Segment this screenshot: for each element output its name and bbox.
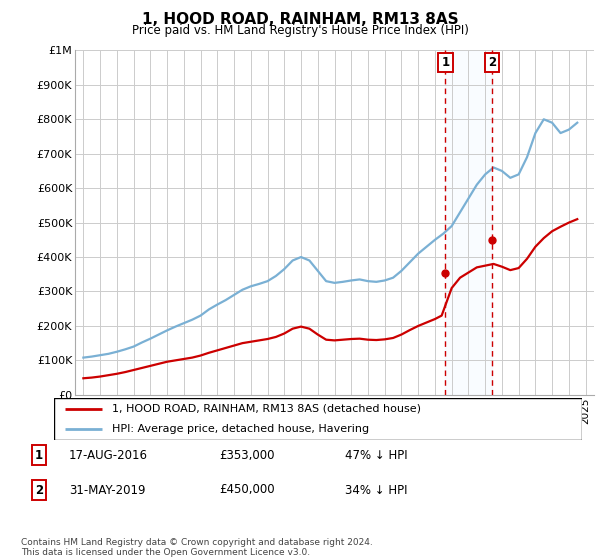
Text: £450,000: £450,000 [219, 483, 275, 497]
Text: £353,000: £353,000 [219, 449, 275, 462]
Bar [445, 50, 492, 395]
Text: 1, HOOD ROAD, RAINHAM, RM13 8AS: 1, HOOD ROAD, RAINHAM, RM13 8AS [142, 12, 458, 27]
Text: 2: 2 [35, 483, 43, 497]
Text: 31-MAY-2019: 31-MAY-2019 [69, 483, 146, 497]
Text: Price paid vs. HM Land Registry's House Price Index (HPI): Price paid vs. HM Land Registry's House … [131, 24, 469, 36]
Text: 17-AUG-2016: 17-AUG-2016 [69, 449, 148, 462]
Text: HPI: Average price, detached house, Havering: HPI: Average price, detached house, Have… [112, 424, 369, 434]
Text: 34% ↓ HPI: 34% ↓ HPI [345, 483, 407, 497]
Text: Contains HM Land Registry data © Crown copyright and database right 2024.
This d: Contains HM Land Registry data © Crown c… [21, 538, 373, 557]
Text: 1, HOOD ROAD, RAINHAM, RM13 8AS (detached house): 1, HOOD ROAD, RAINHAM, RM13 8AS (detache… [112, 404, 421, 414]
Text: 47% ↓ HPI: 47% ↓ HPI [345, 449, 407, 462]
Text: 1: 1 [442, 56, 449, 69]
Text: 2: 2 [488, 56, 496, 69]
Text: 1: 1 [35, 449, 43, 462]
